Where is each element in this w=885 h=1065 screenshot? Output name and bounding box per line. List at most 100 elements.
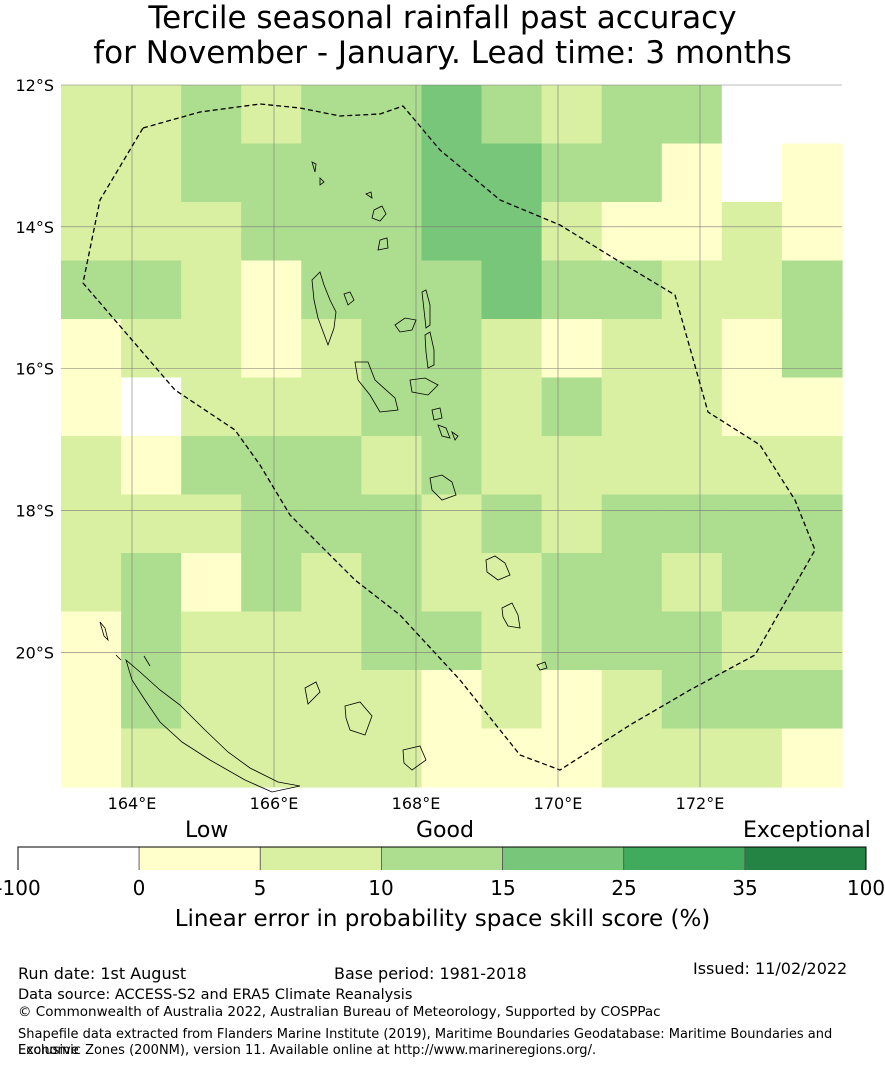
colorbar-swatch xyxy=(138,846,261,870)
grid-cell xyxy=(181,728,242,788)
grid-cell xyxy=(421,85,483,145)
grid-cell xyxy=(481,202,543,262)
longitude-label: 172°E xyxy=(676,794,725,813)
colorbar-label: Linear error in probability space skill … xyxy=(174,906,711,932)
grid-cell xyxy=(601,494,663,554)
lifou-island xyxy=(344,701,373,736)
grid-cell xyxy=(661,553,723,613)
shapefile-credit-line1: Shapefile data extracted from Flanders M… xyxy=(18,1027,833,1058)
grid-cell xyxy=(61,85,122,145)
grid-cell xyxy=(241,611,302,671)
grid-cell xyxy=(481,85,543,145)
issued-date: Issued: 11/02/2022 xyxy=(693,959,848,978)
grid-cell xyxy=(661,85,723,145)
grid-cell xyxy=(601,553,663,613)
colorbar-category-exceptional: Exceptional xyxy=(743,818,871,843)
grid-cell xyxy=(181,260,242,320)
grid-cell xyxy=(661,319,723,379)
grid-cell xyxy=(661,436,723,496)
grid-cell xyxy=(361,319,423,379)
grid-cell xyxy=(781,202,843,262)
grid-cell xyxy=(121,377,182,437)
grid-cell xyxy=(481,670,543,730)
grid-cell xyxy=(361,494,423,554)
grid-cell xyxy=(61,377,122,437)
skill-grid xyxy=(61,85,843,788)
colorbar-tick: 10 xyxy=(368,876,394,900)
grid-cell xyxy=(181,494,242,554)
grid-cell xyxy=(541,553,603,613)
grid-cell xyxy=(541,494,603,554)
grid-cell xyxy=(121,319,182,379)
colorbar-tick: 5 xyxy=(253,876,267,900)
grid-cell xyxy=(421,377,483,437)
grid-cell xyxy=(721,319,783,379)
grid-cell xyxy=(121,611,182,671)
grid-cell xyxy=(121,436,182,496)
grid-cell xyxy=(181,319,242,379)
grid-cell xyxy=(661,377,723,437)
grid-cell xyxy=(61,260,122,320)
grid-cell xyxy=(661,611,723,671)
grid-cell xyxy=(301,202,362,262)
grid-cell xyxy=(601,377,663,437)
grid-cell xyxy=(541,202,603,262)
grid-cell xyxy=(301,670,362,730)
grid-cell xyxy=(601,143,663,203)
grid-cell xyxy=(781,494,843,554)
grid-cell xyxy=(301,319,362,379)
grid-cell xyxy=(721,611,783,671)
latitude-label: 16°S xyxy=(15,360,54,379)
grid-cell xyxy=(421,728,483,788)
grid-cell xyxy=(661,143,723,203)
grid-cell xyxy=(721,377,783,437)
grid-cell xyxy=(541,728,603,788)
ambrym-island xyxy=(409,377,439,396)
grid-cell xyxy=(481,377,543,437)
grid-cell xyxy=(181,611,242,671)
torres-islands xyxy=(311,161,325,186)
colorbar-category-low: Low xyxy=(185,818,229,843)
grid-cell xyxy=(121,728,182,788)
grid-cell xyxy=(241,377,302,437)
colorbar-tick: 25 xyxy=(611,876,637,900)
colorbar-tick: 15 xyxy=(490,876,516,900)
pentecost-island xyxy=(424,331,435,369)
grid-cell xyxy=(601,260,663,320)
colorbar-category-good: Good xyxy=(416,818,474,843)
grid-cell xyxy=(721,728,783,788)
islands xyxy=(99,161,548,793)
grid-cell xyxy=(541,377,603,437)
grid-cell xyxy=(721,670,783,730)
grid-cell xyxy=(781,143,843,203)
grid-cell xyxy=(721,143,783,203)
grid-cell xyxy=(361,553,423,613)
grid-cell xyxy=(241,494,302,554)
grid-cell xyxy=(301,377,362,437)
grid-cell xyxy=(121,553,182,613)
longitude-label: 164°E xyxy=(108,794,157,813)
grid-cell xyxy=(421,143,483,203)
grid-cell xyxy=(61,670,122,730)
efate-island xyxy=(429,474,457,501)
skill-score-map: 164°E 166°E 168°E 170°E 172°E 12°S 14°S 16°S 18°… xyxy=(15,76,867,870)
grid-cell xyxy=(781,319,843,379)
erromango-island xyxy=(485,555,511,581)
grid-cell xyxy=(781,85,843,145)
grid-cell xyxy=(181,377,242,437)
grid-cell xyxy=(541,85,603,145)
grid-cell xyxy=(181,202,242,262)
grid-cell xyxy=(301,494,362,554)
grid-cell xyxy=(481,494,543,554)
grid-cell xyxy=(61,143,122,203)
eez-boundary xyxy=(82,103,816,771)
grid-cell xyxy=(661,670,723,730)
grid-cell xyxy=(121,670,182,730)
grid-cell xyxy=(541,143,603,203)
grid-cell xyxy=(481,728,543,788)
latitude-label: 18°S xyxy=(15,501,54,520)
colorbar-outline xyxy=(17,846,867,870)
colorbar-swatch xyxy=(502,846,625,870)
grid-cell xyxy=(241,202,302,262)
grid-cell xyxy=(361,436,423,496)
